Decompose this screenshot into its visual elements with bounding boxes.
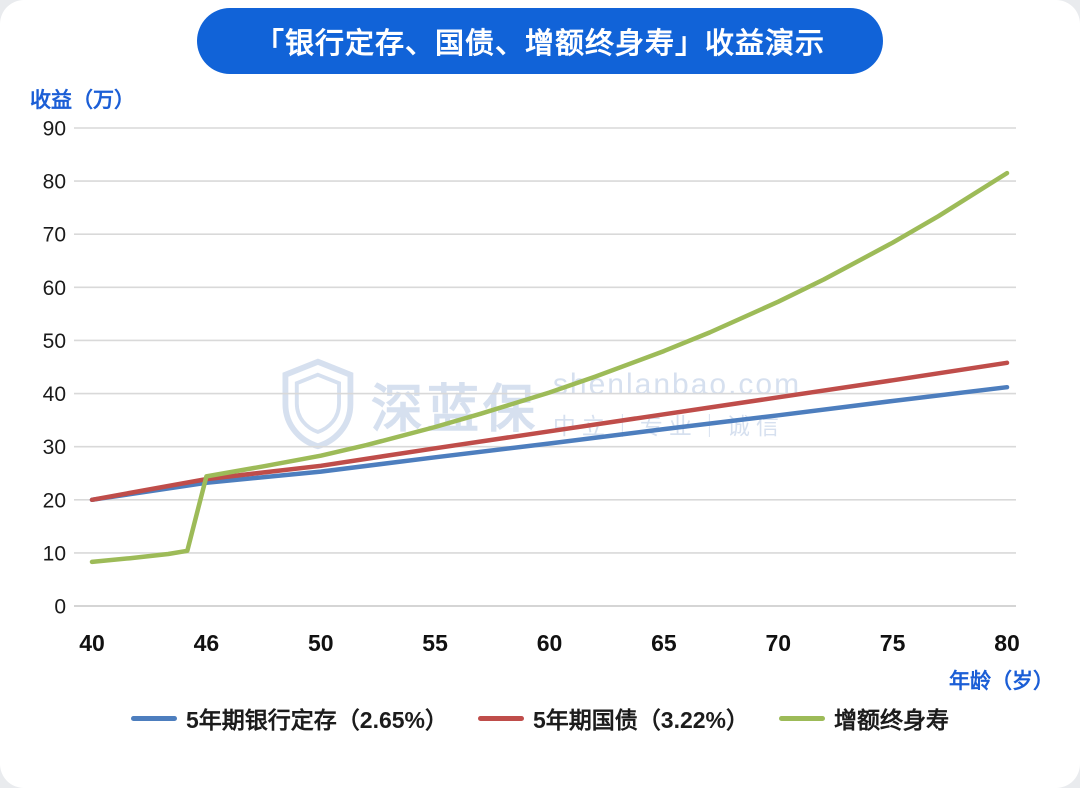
legend-item: 5年期国债（3.22%）	[478, 701, 749, 735]
legend-item: 5年期银行定存（2.65%）	[131, 701, 448, 735]
y-tick-label: 90	[43, 118, 66, 141]
x-tick-label: 50	[308, 630, 334, 656]
legend-swatch	[478, 716, 524, 721]
y-tick-label: 10	[43, 542, 66, 565]
legend-swatch	[131, 716, 177, 721]
y-tick-label: 80	[43, 171, 66, 194]
legend-label: 5年期银行定存（2.65%）	[186, 701, 448, 735]
legend-label: 5年期国债（3.22%）	[533, 701, 749, 735]
y-tick-label: 40	[43, 383, 66, 406]
x-tick-label: 70	[766, 630, 792, 656]
x-tick-label: 60	[537, 630, 563, 656]
x-tick-label: 46	[194, 630, 220, 656]
series-line	[92, 173, 1007, 562]
legend: 5年期银行定存（2.65%） 5年期国债（3.22%） 增额终身寿	[0, 701, 1080, 735]
x-tick-label: 65	[651, 630, 677, 656]
chart-card: 「银行定存、国债、增额终身寿」收益演示 收益（万） 深蓝保 shenlanbao…	[0, 0, 1080, 788]
y-tick-label: 20	[43, 489, 66, 512]
x-tick-label: 40	[79, 630, 105, 656]
x-tick-label: 75	[880, 630, 906, 656]
y-tick-label: 30	[43, 436, 66, 459]
y-tick-label: 0	[54, 596, 66, 619]
x-tick-label: 80	[994, 630, 1020, 656]
line-chart: 0 10 20 30 40 50 60 70 80 90 40 46 50 55 60 65 70 75 80	[0, 0, 1080, 788]
series-line	[92, 387, 1007, 500]
legend-label: 增额终身寿	[834, 701, 949, 735]
x-tick-label: 55	[422, 630, 448, 656]
y-tick-label: 50	[43, 330, 66, 353]
legend-item: 增额终身寿	[779, 701, 949, 735]
y-tick-label: 70	[43, 224, 66, 247]
legend-swatch	[779, 716, 825, 721]
x-axis-title: 年龄（岁）	[949, 665, 1054, 695]
y-tick-label: 60	[43, 277, 66, 300]
